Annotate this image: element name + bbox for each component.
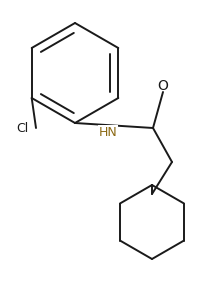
Text: O: O: [158, 79, 168, 93]
Text: Cl: Cl: [16, 122, 28, 135]
Text: HN: HN: [99, 125, 117, 138]
